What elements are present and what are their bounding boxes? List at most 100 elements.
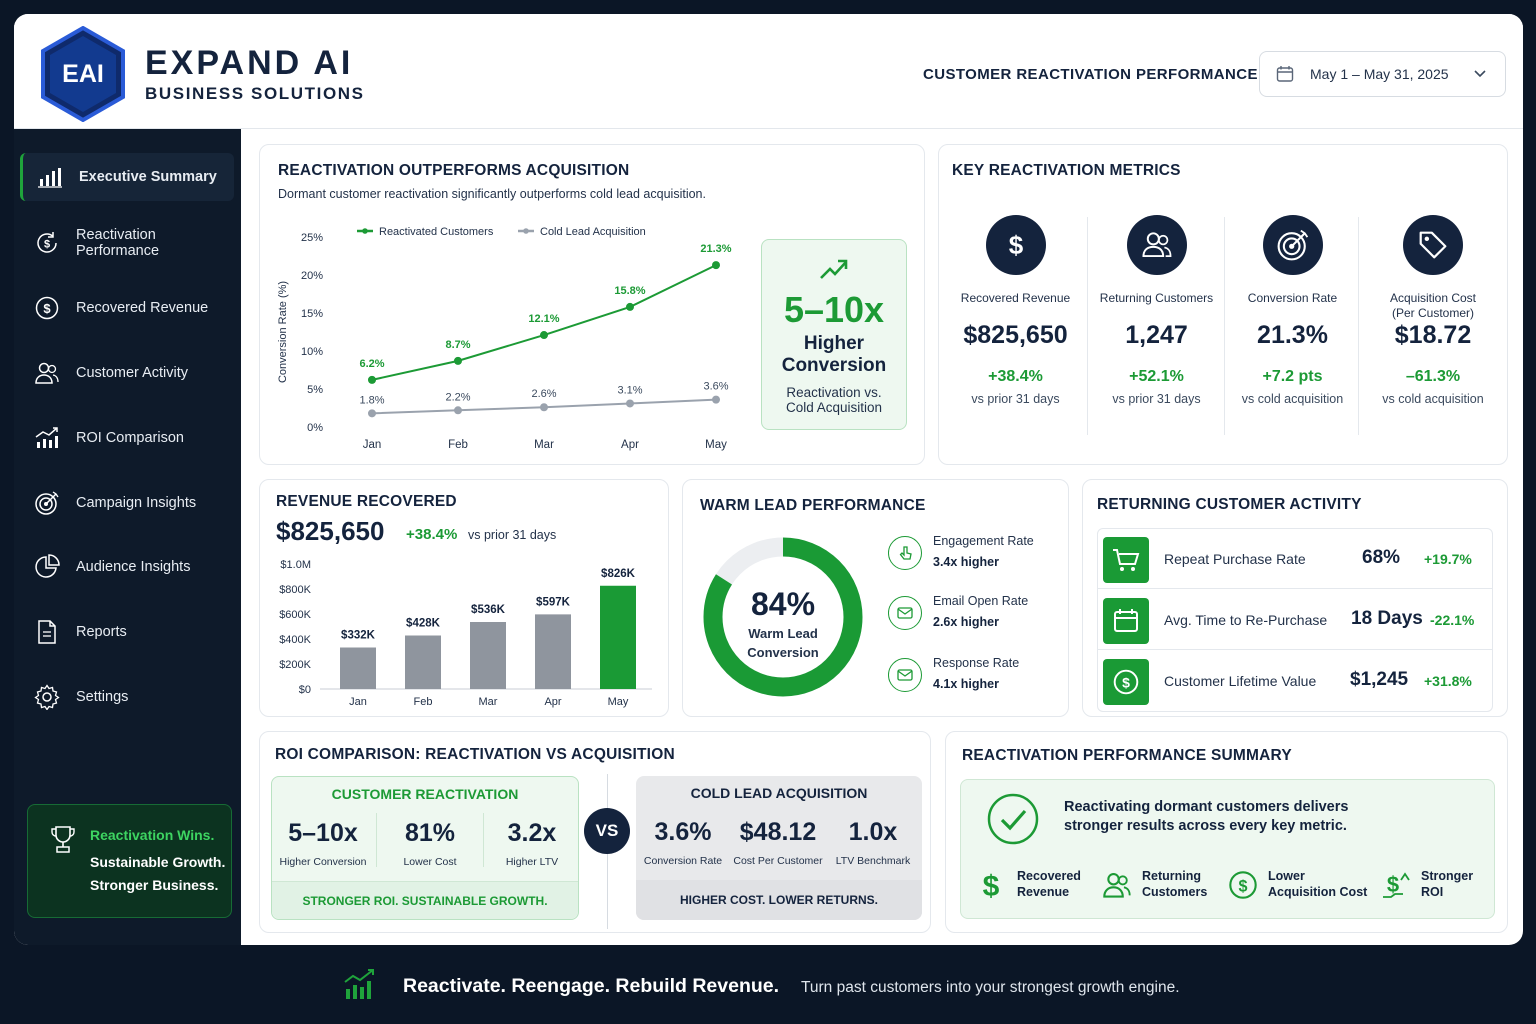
- data-label: 21.3%: [700, 243, 731, 255]
- y-axis-label: Conversion Rate (%): [277, 281, 289, 383]
- data-label: 2.2%: [445, 391, 470, 403]
- x-tick-label: Mar: [534, 439, 554, 451]
- outperform-subtitle: Dormant customer reactivation significan…: [278, 187, 706, 201]
- logo-text: EAI: [62, 60, 104, 88]
- cart-icon: [1113, 549, 1140, 571]
- y-tick-label: $1.0M: [280, 559, 311, 571]
- y-tick-label: $200K: [279, 659, 311, 671]
- trend-up-icon: [820, 259, 848, 279]
- sidebar-item-campaign-insights[interactable]: Campaign Insights: [20, 479, 234, 527]
- date-range-picker[interactable]: May 1 – May 31, 2025: [1259, 51, 1506, 97]
- revenue-sub: vs prior 31 days: [468, 528, 557, 542]
- callout-line-1: Higher: [803, 333, 865, 354]
- summary-panel: Reactivating dormant customers delivers …: [960, 779, 1495, 919]
- metric-label: Returning Customers: [1099, 291, 1214, 305]
- callout-line-2: Conversion: [781, 355, 887, 376]
- y-tick-label: 10%: [301, 346, 323, 358]
- data-point: [454, 406, 462, 415]
- sidebar-item-customer-activity[interactable]: Customer Activity: [20, 349, 234, 397]
- data-point: [454, 356, 462, 365]
- summary-line-2: stronger results across every key metric…: [1064, 818, 1347, 834]
- x-tick-label: Jan: [349, 696, 367, 708]
- page-title: CUSTOMER REACTIVATION PERFORMANCE: [923, 66, 1258, 83]
- brand-name: EXPAND AI: [145, 44, 354, 82]
- returning-value: 18 Days: [1351, 608, 1423, 629]
- metric-conversion-rate: Conversion Rate 21.3% +7.2 pts vs cold a…: [1225, 215, 1360, 433]
- trend-chart-icon: [35, 427, 58, 448]
- roi-acquisition-panel: COLD LEAD ACQUISITION 3.6% Conversion Rat…: [636, 776, 922, 920]
- donut-center-value: 84%: [751, 586, 815, 622]
- sidebar-item-reactivation-performance[interactable]: $ Reactivation Performance: [20, 219, 234, 267]
- callout-sub-1: Reactivation vs.: [786, 385, 882, 400]
- warm-lead-item-engagement: Engagement Rate 3.4x higher: [888, 534, 1068, 578]
- sidebar-item-audience-insights[interactable]: Audience Insights: [20, 543, 234, 591]
- callout-sub-2: Cold Acquisition: [785, 400, 883, 415]
- data-point: [368, 409, 376, 418]
- x-tick-label: Apr: [621, 439, 639, 451]
- x-tick-label: Apr: [544, 696, 561, 708]
- warm-lead-donut-chart: 84% Warm Lead Conversion: [703, 537, 863, 697]
- revenue-card: REVENUE RECOVERED $825,650 +38.4% vs pri…: [259, 479, 669, 717]
- warm-lead-label: Email Open Rate: [933, 594, 1029, 608]
- returning-value: 68%: [1362, 547, 1401, 568]
- returning-row-time-to-repurchase: Avg. Time to Re-Purchase 18 Days -22.1%: [1097, 590, 1492, 650]
- pie-chart-icon: [35, 554, 60, 578]
- roi-stat: 3.2x Higher LTV: [505, 819, 559, 868]
- legend-marker: [523, 228, 529, 234]
- roi-reactivation-footer: STRONGER ROI. SUSTAINABLE GROWTH.: [272, 881, 578, 919]
- sidebar-item-reports[interactable]: Reports: [20, 608, 234, 656]
- y-tick-label: 20%: [301, 270, 323, 282]
- outperform-title: REACTIVATION OUTPERFORMS ACQUISITION: [278, 162, 630, 179]
- metric-change: +38.4%: [988, 368, 1043, 385]
- returning-row-repeat-purchase: Repeat Purchase Rate 68% +19.7%: [1097, 529, 1492, 589]
- promo-line-2: Sustainable Growth.: [90, 854, 226, 870]
- warm-lead-item-email-open: Email Open Rate 2.6x higher: [888, 594, 1068, 638]
- warm-lead-label: Response Rate: [933, 656, 1020, 670]
- legend-label: Reactivated Customers: [379, 226, 494, 238]
- data-point: [540, 331, 548, 340]
- metric-sub: vs prior 31 days: [971, 392, 1060, 406]
- metric-value: $18.72: [1394, 321, 1472, 349]
- trophy-icon: [51, 826, 75, 853]
- y-tick-label: $400K: [279, 634, 311, 646]
- conversion-line-chart: 0% 5% 10% 15% 20% 25% Conversion Rate (%) Jan Fe…: [277, 226, 732, 451]
- warm-lead-card: WARM LEAD PERFORMANCE 84% Warm Lead Conver…: [682, 479, 1069, 717]
- bar: [535, 614, 571, 689]
- bar: [470, 622, 506, 689]
- roi-acquisition-title: COLD LEAD ACQUISITION: [690, 785, 868, 801]
- donut-center-label: Warm Lead: [748, 626, 818, 641]
- dollar-icon: $: [983, 870, 1000, 900]
- revenue-change: +38.4%: [406, 526, 458, 543]
- bar-value-label: $332K: [341, 630, 376, 642]
- legend-marker: [362, 228, 368, 234]
- data-label: 3.6%: [703, 381, 728, 393]
- summary-title: REACTIVATION PERFORMANCE SUMMARY: [962, 747, 1292, 764]
- data-point: [368, 375, 376, 384]
- calendar-icon: [1114, 609, 1138, 632]
- pointer-icon: [899, 546, 912, 560]
- returning-change: +19.7%: [1424, 551, 1472, 567]
- promo-line-3: Stronger Business.: [90, 877, 219, 893]
- users-icon: [1141, 232, 1171, 258]
- donut-center-label: Conversion: [747, 645, 819, 660]
- sidebar-item-executive-summary[interactable]: Executive Summary: [20, 153, 234, 201]
- sidebar-item-settings[interactable]: Settings: [20, 673, 234, 721]
- x-tick-label: May: [705, 439, 727, 451]
- warm-lead-value: 3.4x higher: [933, 555, 999, 569]
- summary-line-1: Reactivating dormant customers delivers: [1064, 799, 1349, 815]
- sidebar-item-label: Campaign Insights: [76, 495, 197, 511]
- revenue-value: $825,650: [276, 516, 385, 546]
- roi-acquisition-footer: HIGHER COST. LOWER RETURNS.: [636, 880, 922, 920]
- document-icon: [38, 620, 56, 644]
- dollar-growth-icon: $: [1383, 872, 1410, 898]
- y-tick-label: $0: [299, 684, 311, 696]
- metric-change: –61.3%: [1405, 368, 1461, 385]
- metric-value: 21.3%: [1257, 321, 1328, 349]
- x-tick-label: Feb: [448, 439, 468, 451]
- promo-line-1: Reactivation Wins.: [90, 827, 215, 843]
- sidebar-item-recovered-revenue[interactable]: $ Recovered Revenue: [20, 284, 234, 332]
- sidebar-item-label: Recovered Revenue: [76, 300, 209, 316]
- sidebar-item-roi-comparison[interactable]: ROI Comparison: [20, 414, 234, 462]
- svg-text:$: $: [44, 239, 50, 251]
- bar-value-label: $536K: [471, 604, 506, 616]
